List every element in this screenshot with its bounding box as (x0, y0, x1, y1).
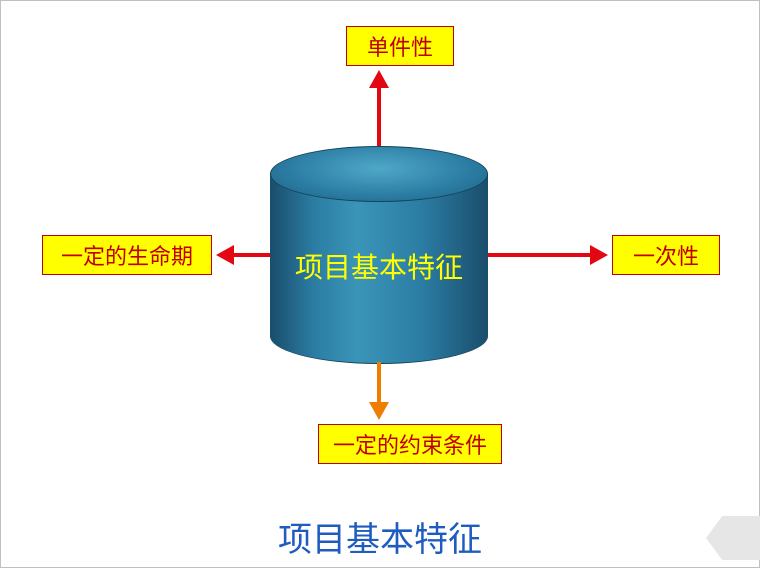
box-top-text: 单件性 (367, 30, 433, 62)
arrow-down-shaft (377, 362, 381, 404)
cylinder-top (270, 146, 488, 202)
box-left-text: 一定的生命期 (61, 239, 193, 271)
box-right: 一次性 (612, 235, 720, 275)
arrow-up-shaft (377, 86, 381, 146)
box-bottom-text: 一定的约束条件 (333, 428, 487, 460)
arrow-down (372, 362, 386, 420)
arrow-left-shaft (232, 253, 270, 257)
box-bottom: 一定的约束条件 (318, 424, 502, 464)
corner-decoration (706, 516, 760, 560)
box-right-text: 一次性 (633, 239, 699, 271)
arrow-up (372, 70, 386, 146)
arrow-left (216, 248, 270, 262)
arrow-right-shaft (488, 253, 592, 257)
arrow-right-head (590, 245, 608, 265)
box-top: 单件性 (346, 26, 454, 66)
slide-title: 项目基本特征 (278, 512, 482, 561)
arrow-down-head (369, 402, 389, 420)
cylinder: 项目基本特征 (270, 146, 488, 364)
box-left: 一定的生命期 (42, 235, 212, 275)
cylinder-label: 项目基本特征 (270, 246, 488, 286)
arrow-right (488, 248, 608, 262)
